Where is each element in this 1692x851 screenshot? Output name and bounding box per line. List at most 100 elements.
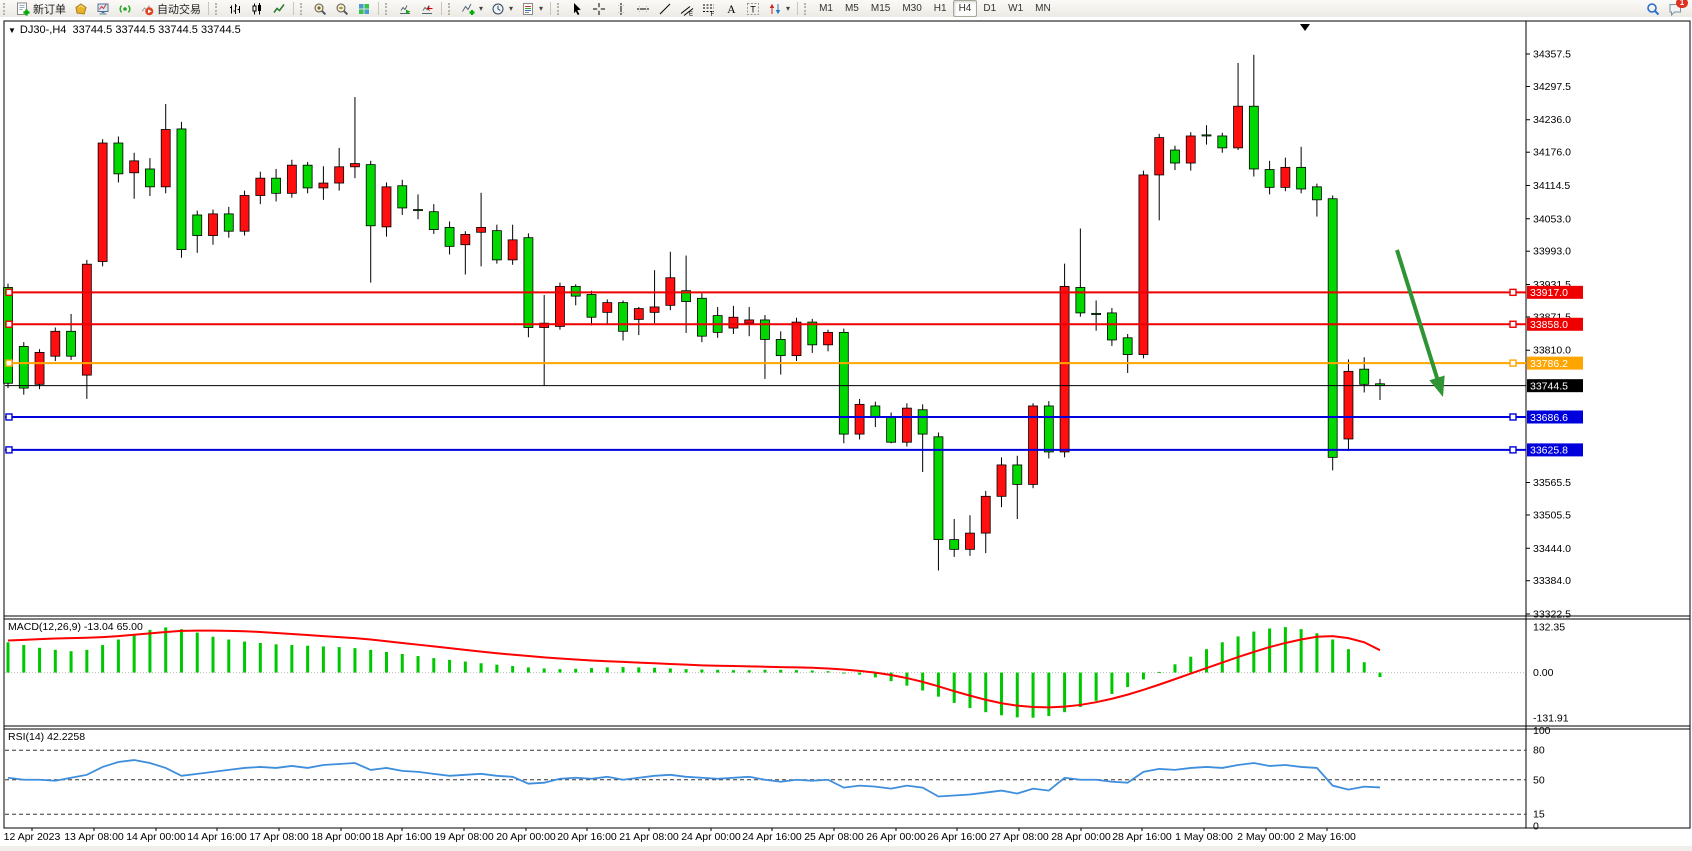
monitor-button[interactable] <box>92 0 114 18</box>
chart-shift-marker-icon[interactable] <box>1300 24 1310 31</box>
time-tick-label[interactable]: 14 Apr 16:00 <box>187 831 247 843</box>
time-tick-label[interactable]: 14 Apr 00:00 <box>126 831 186 843</box>
time-tick-label[interactable]: 26 Apr 00:00 <box>866 831 926 843</box>
time-tick-label[interactable]: 24 Apr 16:00 <box>742 831 802 843</box>
time-tick-label[interactable]: 20 Apr 16:00 <box>557 831 617 843</box>
timeframe-button-mn[interactable]: MN <box>1035 3 1051 14</box>
line-anchor-handle[interactable] <box>1509 320 1517 328</box>
zoom-out-button[interactable] <box>331 0 353 18</box>
toolbar-group-0: 新订单 自动交易 <box>12 0 205 17</box>
time-tick-label[interactable]: 24 Apr 00:00 <box>681 831 741 843</box>
gold-button[interactable] <box>70 0 92 18</box>
chart-window[interactable]: 34357.5 34297.5 34236.0 34176.0 34114.5 34053… <box>0 17 1692 851</box>
line-anchor-handle[interactable] <box>5 288 13 297</box>
time-tick-label[interactable]: 26 Apr 16:00 <box>927 831 987 843</box>
candle <box>1107 312 1117 341</box>
toolbar-grip[interactable] <box>300 2 307 15</box>
macd-histogram-bar <box>306 645 310 673</box>
macd-histogram-bar <box>195 632 199 673</box>
time-tick-label[interactable]: 13 Apr 08:00 <box>64 831 124 843</box>
indicators-button[interactable]: ▾ <box>457 0 487 18</box>
time-tick-label[interactable]: 18 Apr 16:00 <box>372 831 432 843</box>
time-tick-label[interactable]: 28 Apr 00:00 <box>1051 831 1111 843</box>
time-tick-label[interactable]: 12 Apr 2023 <box>4 831 61 843</box>
time-tick-label[interactable]: 25 Apr 08:00 <box>804 831 864 843</box>
time-tick-label[interactable]: 2 May 16:00 <box>1298 831 1356 843</box>
vline-button[interactable] <box>610 0 632 18</box>
timeframe-button-m1[interactable]: M1 <box>819 3 833 14</box>
cursor-button[interactable] <box>566 0 588 18</box>
candle-chart-button[interactable] <box>246 0 268 18</box>
candle <box>1296 166 1307 190</box>
line-anchor-handle[interactable] <box>5 413 13 421</box>
timeframe-button-d1[interactable]: D1 <box>983 3 997 14</box>
candle <box>917 409 928 435</box>
bar-chart-button[interactable] <box>224 0 246 18</box>
zoom-in-button[interactable] <box>309 0 331 18</box>
candle <box>271 177 281 194</box>
timeframe-button-m30[interactable]: M30 <box>902 3 922 14</box>
hline-button[interactable] <box>632 0 654 18</box>
crosshair-button[interactable] <box>588 0 610 18</box>
trend-arrow-line[interactable] <box>1395 249 1441 385</box>
trend-arrow-head[interactable] <box>1429 375 1445 397</box>
macd-histogram-bar <box>38 647 42 673</box>
macd-histogram-bar <box>1173 664 1177 673</box>
candle <box>145 168 155 188</box>
line-chart-button[interactable] <box>268 0 290 18</box>
macd-histogram-bar <box>243 641 247 673</box>
main-toolbar: 新订单 自动交易 ▾ ▾ ▾ E F A T ▾ M1 M5 M15 M30 H1 H4 D1 W1 MN 1 <box>0 0 1692 18</box>
toolbar-grip[interactable] <box>804 2 811 15</box>
time-tick-label[interactable]: 18 Apr 00:00 <box>311 831 371 843</box>
chart-canvas[interactable]: 34357.5 34297.5 34236.0 34176.0 34114.5 34053… <box>0 17 1692 851</box>
signal-button[interactable] <box>114 0 136 18</box>
time-tick-label[interactable]: 27 Apr 08:00 <box>989 831 1049 843</box>
toolbar-grip[interactable] <box>3 2 10 15</box>
timeframe-button-w1[interactable]: W1 <box>1008 3 1024 14</box>
arrows-button[interactable]: ▾ <box>764 0 794 18</box>
chat-button[interactable]: 1 <box>1664 0 1688 18</box>
periods-button[interactable]: ▾ <box>487 0 517 18</box>
timeframe-button-h1[interactable]: H1 <box>933 3 947 14</box>
auto-scroll-button[interactable] <box>394 0 416 18</box>
new-order-button[interactable]: 新订单 <box>12 0 70 18</box>
macd-histogram-bar <box>1268 628 1272 673</box>
time-tick-label[interactable]: 21 Apr 08:00 <box>619 831 679 843</box>
timeframe-button-h4[interactable]: H4 <box>952 0 978 17</box>
line-anchor-handle[interactable] <box>5 359 13 367</box>
time-tick-label[interactable]: 28 Apr 16:00 <box>1112 831 1172 843</box>
toolbar-grip[interactable] <box>215 2 222 15</box>
text-button[interactable]: A <box>720 0 742 18</box>
trendline-button[interactable] <box>654 0 676 18</box>
line-anchor-handle[interactable] <box>1509 446 1517 454</box>
fibonacci-button[interactable]: F <box>698 0 720 18</box>
line-anchor-handle[interactable] <box>1509 359 1517 367</box>
timeframe-button-m15[interactable]: M15 <box>870 3 891 14</box>
timeframe-button-m5[interactable]: M5 <box>844 3 859 14</box>
candle <box>318 182 329 189</box>
text-label-button[interactable]: T <box>742 0 764 18</box>
time-tick-label[interactable]: 19 Apr 08:00 <box>434 831 494 843</box>
templates-button[interactable]: ▾ <box>517 0 547 18</box>
autotrade-button[interactable]: 自动交易 <box>136 0 205 18</box>
macd-histogram-bar <box>668 668 672 673</box>
tile-windows-button[interactable] <box>353 0 375 18</box>
time-tick-label[interactable]: 1 May 08:00 <box>1175 831 1233 843</box>
line-anchor-handle[interactable] <box>5 446 13 454</box>
line-anchor-handle[interactable] <box>1509 288 1517 297</box>
time-tick-label[interactable]: 2 May 00:00 <box>1237 831 1295 843</box>
chart-shift-button[interactable] <box>416 0 438 18</box>
toolbar-grip[interactable] <box>557 2 564 15</box>
line-anchor-handle[interactable] <box>5 320 13 328</box>
line-anchor-handle[interactable] <box>1509 413 1517 421</box>
chart-menu-caret-icon[interactable]: ▼ <box>8 26 16 35</box>
search-button[interactable] <box>1642 0 1664 18</box>
time-tick-label[interactable]: 20 Apr 00:00 <box>496 831 556 843</box>
toolbar-grip[interactable] <box>448 2 455 15</box>
time-tick-label[interactable]: 17 Apr 08:00 <box>249 831 309 843</box>
svg-text:T: T <box>750 4 756 14</box>
toolbar-grip[interactable] <box>385 2 392 15</box>
macd-histogram-bar <box>905 672 909 686</box>
channel-button[interactable]: E <box>676 0 698 18</box>
macd-histogram-bar <box>290 645 294 673</box>
